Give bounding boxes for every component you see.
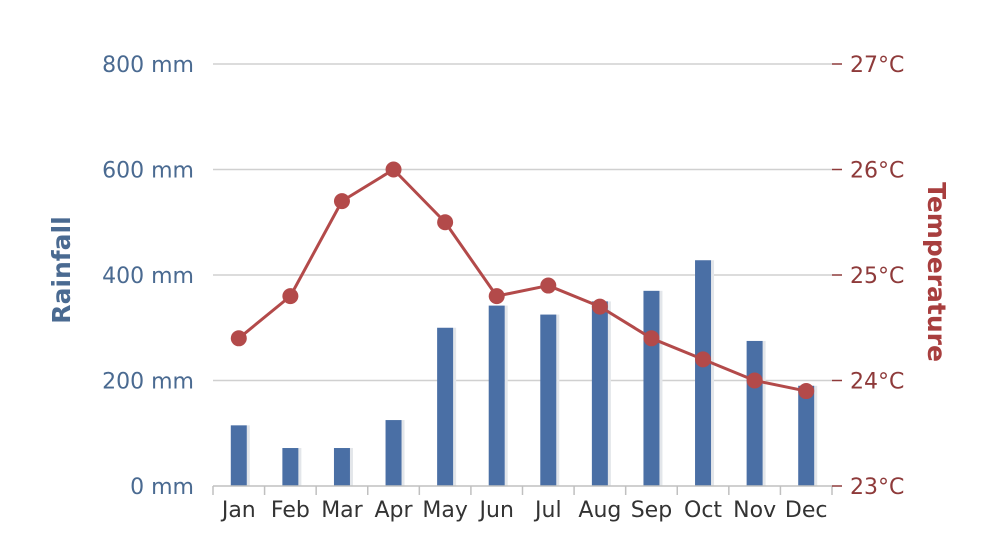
y-axis-left-title: Rainfall: [47, 216, 76, 323]
temperature-point: [746, 372, 763, 389]
rainfall-bar-shadow: [349, 448, 353, 486]
y-right-tick-label: 24°C: [850, 370, 904, 395]
rainfall-bar: [798, 385, 815, 486]
x-tick-label: Apr: [375, 498, 414, 523]
x-tick-label: Oct: [684, 498, 722, 523]
y-axis-right-title: Temperature: [922, 182, 951, 362]
rainfall-bars: [230, 260, 818, 486]
x-tick-label: Jan: [220, 498, 256, 523]
x-tick-label: Mar: [321, 498, 363, 523]
rainfall-bar: [385, 420, 402, 486]
rainfall-bar: [282, 448, 299, 486]
y-right-tick-label: 27°C: [850, 53, 904, 78]
rainfall-bar-shadow: [401, 420, 405, 486]
y-left-tick-label: 400 mm: [102, 264, 194, 289]
x-tick-label: Jul: [533, 498, 562, 523]
temperature-point: [488, 288, 505, 305]
rainfall-bar-shadow: [453, 327, 457, 486]
y-left-tick-label: 800 mm: [102, 53, 194, 78]
y-left-tick-label: 200 mm: [102, 370, 194, 395]
rainfall-bar: [540, 314, 557, 486]
rainfall-bar: [437, 327, 454, 486]
rainfall-bar-shadow: [711, 260, 715, 486]
gridlines: [213, 63, 832, 382]
x-tick-label: Dec: [785, 498, 828, 523]
rainfall-bar: [488, 305, 505, 486]
temperature-point: [591, 298, 608, 315]
temperature-point: [695, 351, 712, 368]
rainfall-bar-shadow: [607, 301, 611, 486]
temperature-point: [437, 214, 454, 231]
rainfall-bar-shadow: [556, 314, 560, 486]
rainfall-bar-shadow: [504, 305, 508, 486]
x-tick-label: Aug: [578, 498, 621, 523]
x-tick-label: Feb: [271, 498, 310, 523]
temperature-point: [282, 288, 299, 305]
temperature-point: [333, 193, 350, 210]
x-tick-label: Nov: [733, 498, 776, 523]
y-right-tick-label: 26°C: [850, 159, 904, 184]
x-tick-label: May: [422, 498, 467, 523]
y-right-tick-label: 25°C: [850, 264, 904, 289]
rainfall-bar-shadow: [298, 448, 302, 486]
rainfall-bar-shadow: [659, 290, 663, 486]
temperature-point: [540, 277, 557, 294]
temperature-line-path: [237, 168, 807, 393]
rainfall-bar: [643, 290, 660, 486]
temperature-point: [385, 161, 402, 178]
x-axis: Jan Feb Mar Apr May Jun Jul Aug Sep Oct Nov Dec: [212, 485, 833, 523]
rainfall-bar-shadow: [246, 425, 250, 486]
temperature-point: [230, 330, 247, 347]
rainfall-bar: [333, 448, 350, 486]
rainfall-bar: [230, 425, 247, 486]
x-tick-label: Jun: [478, 498, 514, 523]
rainfall-bar-shadow: [814, 385, 818, 486]
temperature-point: [798, 383, 815, 400]
y-axis-right: 23°C 24°C 25°C 26°C 27°C: [832, 53, 904, 500]
rainfall-bar: [591, 301, 608, 486]
temperature-point: [643, 330, 660, 347]
y-axis-left: 0 mm 200 mm 400 mm 600 mm 800 mm: [102, 53, 194, 500]
rainfall-bar: [746, 340, 763, 486]
x-tick-label: Sep: [631, 498, 672, 523]
y-left-tick-label: 600 mm: [102, 159, 194, 184]
rainfall-bar: [695, 260, 712, 486]
temperature-line: [230, 161, 815, 400]
y-left-tick-label: 0 mm: [130, 475, 194, 500]
y-right-tick-label: 23°C: [850, 475, 904, 500]
rainfall-bar-shadow: [762, 340, 766, 486]
